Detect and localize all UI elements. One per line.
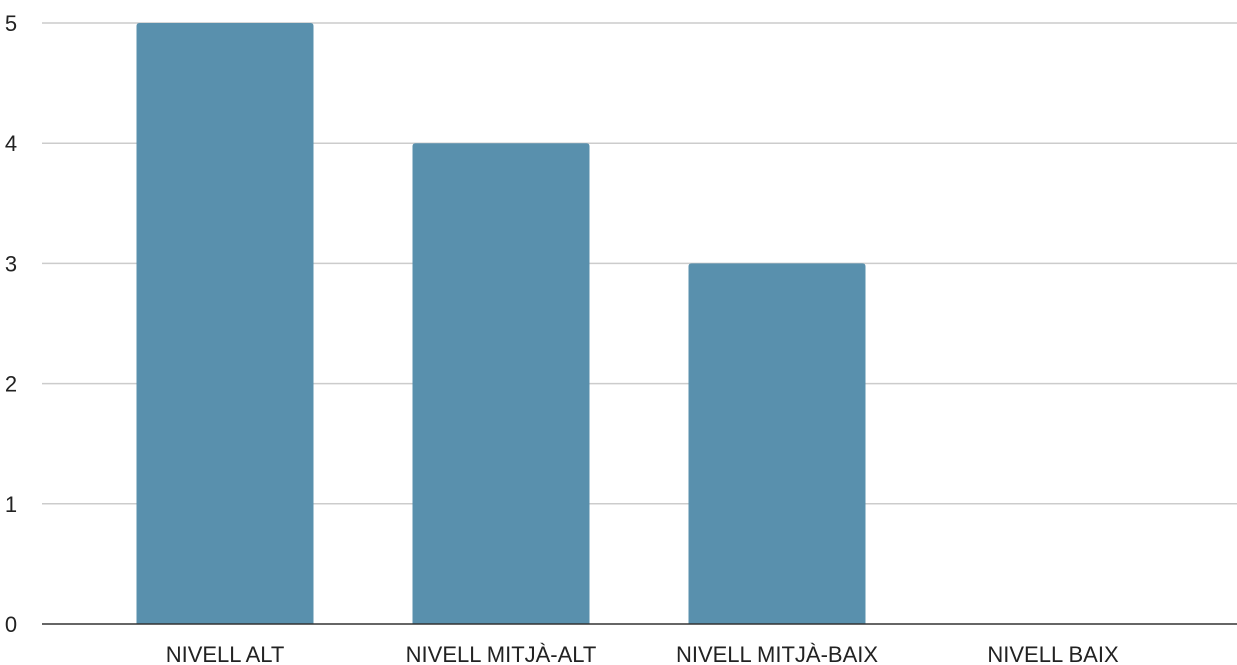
y-tick-label-5: 5 bbox=[5, 11, 17, 36]
bar-1 bbox=[136, 23, 314, 624]
bar-3 bbox=[688, 263, 866, 624]
bars-layer bbox=[136, 23, 866, 624]
x-category-label-2: NIVELL MITJÀ-ALT bbox=[406, 642, 597, 665]
x-category-label-1: NIVELL ALT bbox=[166, 642, 285, 665]
x-category-labels: NIVELL ALT NIVELL MITJÀ-ALT NIVELL MITJÀ-B… bbox=[166, 642, 1119, 665]
y-tick-label-0: 0 bbox=[5, 612, 17, 637]
y-tick-label-3: 3 bbox=[5, 251, 17, 276]
y-tick-label-1: 1 bbox=[5, 492, 17, 517]
y-tick-label-4: 4 bbox=[5, 131, 17, 156]
y-tick-label-2: 2 bbox=[5, 372, 17, 397]
y-tick-labels: 0 1 2 3 4 5 bbox=[5, 11, 17, 637]
bar-2 bbox=[412, 143, 590, 624]
x-category-label-3: NIVELL MITJÀ-BAIX bbox=[676, 642, 878, 665]
x-category-label-4: NIVELL BAIX bbox=[987, 642, 1119, 665]
